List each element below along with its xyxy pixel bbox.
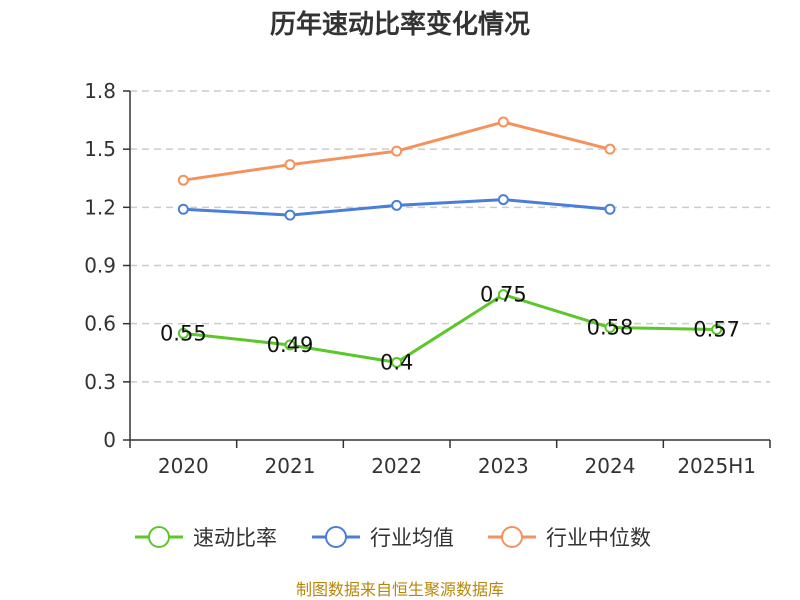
x-tick-label-1: 2021	[265, 454, 316, 478]
data-point-0-1	[284, 339, 296, 351]
data-point-2-2	[391, 145, 403, 157]
data-label-5: 0.57	[693, 317, 740, 341]
source-note: 制图数据来自恒生聚源数据库	[295, 580, 504, 599]
legend-swatch-marker-0	[148, 526, 170, 548]
data-label-1: 0.49	[267, 333, 314, 357]
y-tick-label-1: 0.3	[84, 370, 116, 394]
y-tick-label-6: 1.8	[84, 79, 116, 103]
data-point-2-0	[177, 174, 189, 186]
x-tick-label-3: 2023	[478, 454, 529, 478]
legend-label-2: 行业中位数	[546, 526, 651, 550]
legend-label-0: 速动比率	[193, 526, 277, 550]
x-tick-label-5: 2025H1	[677, 454, 756, 478]
y-tick-label-0: 0	[103, 428, 116, 452]
data-point-1-0	[177, 203, 189, 215]
legend-swatch-marker-2	[501, 526, 523, 548]
legend-label-1: 行业均值	[370, 526, 454, 550]
data-label-3: 0.75	[480, 283, 527, 307]
data-label-4: 0.58	[587, 316, 634, 340]
chart-title: 历年速动比率变化情况	[269, 10, 530, 40]
data-point-2-3	[497, 116, 509, 128]
data-point-0-2	[391, 356, 403, 368]
series-line-0	[183, 293, 717, 364]
data-point-0-5	[711, 323, 723, 335]
data-point-0-4	[604, 322, 616, 334]
data-point-1-3	[497, 194, 509, 206]
data-point-1-2	[391, 199, 403, 211]
data-point-0-3	[497, 289, 509, 301]
y-tick-label-3: 0.9	[84, 254, 116, 278]
data-label-0: 0.55	[160, 321, 207, 345]
legend-swatch-marker-1	[325, 526, 347, 548]
data-point-1-4	[604, 203, 616, 215]
data-point-0-0	[177, 327, 189, 339]
x-tick-label-4: 2024	[585, 454, 636, 478]
data-point-1-1	[284, 209, 296, 221]
y-tick-label-4: 1.2	[84, 195, 116, 219]
x-tick-label-0: 2020	[158, 454, 209, 478]
y-tick-label-5: 1.5	[84, 137, 116, 161]
data-point-2-1	[284, 159, 296, 171]
data-label-2: 0.4	[380, 350, 413, 374]
data-point-2-4	[604, 143, 616, 155]
x-tick-label-2: 2022	[371, 454, 422, 478]
y-tick-label-2: 0.6	[84, 312, 116, 336]
